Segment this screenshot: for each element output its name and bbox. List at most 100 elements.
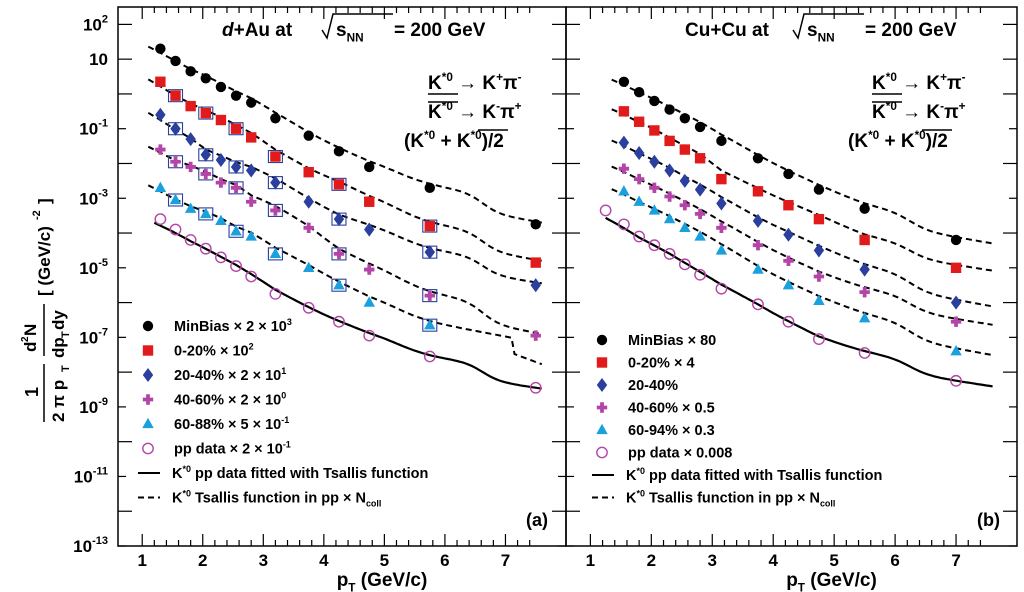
data-point <box>950 234 962 246</box>
data-point <box>813 184 825 195</box>
y-tick-label: 10-5 <box>79 257 108 278</box>
data-point <box>664 163 675 178</box>
data-point <box>618 76 630 87</box>
data-point <box>950 374 962 387</box>
data-point <box>230 90 242 101</box>
data-point <box>199 242 212 255</box>
panel-b: 1 2 3 4 5 6 7 pT​ (GeV/c) Cu+Cu at sNN​ = 200 GeV… <box>565 6 1018 592</box>
data-point <box>424 318 436 330</box>
data-point <box>694 121 706 133</box>
svg-text:K*0​ → K+​π-​: K*0​ → K+​π-​ <box>428 71 522 94</box>
data-point <box>200 107 211 119</box>
data-point <box>230 159 242 174</box>
data-point <box>618 135 630 150</box>
data-point <box>716 196 727 211</box>
data-point <box>170 90 181 101</box>
tsallis-ncoll-curve <box>611 78 993 245</box>
data-point <box>215 177 227 188</box>
decay-annotation: K*0​ → K+​π-​ K*0​ → K-​π+​ (K*0​ + K*0​)/… <box>404 71 522 152</box>
data-point <box>154 181 167 192</box>
data-point <box>813 333 825 345</box>
x-axis-title: pT​ (GeV/c) <box>337 570 428 592</box>
data-point <box>303 194 314 209</box>
tsallis-ncoll-curve <box>147 111 542 285</box>
data-point <box>859 262 870 277</box>
data-point <box>950 262 962 274</box>
svg-text:N: N <box>21 324 40 336</box>
data-point <box>270 151 281 162</box>
tsallis-ncoll-curve <box>611 165 993 326</box>
x-tick-label: 4 <box>319 551 329 570</box>
data-point <box>154 213 167 226</box>
data-point <box>333 248 345 260</box>
data-point <box>858 347 871 359</box>
x-tick-label: 1 <box>586 551 595 570</box>
legend-entry: 60-88% × 5 × 10-1​ <box>174 415 289 433</box>
y-tick-label: 10-11 <box>74 465 108 486</box>
x-tick-label: 4 <box>768 551 778 570</box>
tsallis-ncoll-curve <box>147 184 543 366</box>
data-point <box>678 258 691 271</box>
data-point <box>200 147 211 162</box>
data-point <box>716 173 727 185</box>
data-point <box>230 260 242 272</box>
svg-text:T: T <box>60 331 72 338</box>
data-point <box>752 186 764 197</box>
data-point <box>649 154 660 169</box>
data-point <box>715 282 728 295</box>
data-point <box>664 135 675 147</box>
data-point <box>649 125 660 136</box>
data-point <box>618 106 630 117</box>
legend-entry: 20-40% <box>628 378 678 394</box>
y-tick-label: 10-1 <box>79 118 108 139</box>
legend-entry: 0-20% × 102​ <box>174 341 254 359</box>
sqrt-s-label: sNN​ <box>336 20 364 44</box>
data-point <box>215 152 227 168</box>
data-point <box>185 66 196 77</box>
legend-entry: MinBias × 80 <box>628 333 716 349</box>
data-point <box>679 200 691 211</box>
svg-text:(K*0​ + K*0​)/2: (K*0​ + K*0​)/2 <box>848 129 948 152</box>
svg-text:(K*0​ + K*0​)/2: (K*0​ + K*0​)/2 <box>404 129 504 152</box>
data-point <box>783 255 794 267</box>
svg-text:dy: dy <box>49 310 68 330</box>
panel-title: Cu+Cu at <box>685 20 770 41</box>
data-point <box>170 156 181 167</box>
data-point <box>302 261 315 272</box>
legend-entry: 0-20% × 4 <box>628 356 695 372</box>
y-axis-title: 1 2 π p T d 2 N dp T dy [ (GeV/c) -2 ] <box>20 198 72 422</box>
y-tick-label: 10-9 <box>79 396 108 417</box>
data-point <box>649 95 660 107</box>
data-point <box>270 175 281 190</box>
tsallis-ncoll-curve <box>147 45 542 224</box>
plot-frame <box>565 6 1018 547</box>
x-tick-label: 3 <box>708 551 717 570</box>
panel-title: d+Au at <box>222 20 293 41</box>
data-point <box>424 290 435 301</box>
data-point <box>618 185 630 196</box>
data-point <box>694 208 706 220</box>
tsallis-fit-curve <box>605 216 993 388</box>
svg-text:K*0​ → K+​π-​: K*0​ → K+​π-​ <box>872 71 966 94</box>
data-point <box>858 311 871 323</box>
legend-marker <box>142 320 154 332</box>
data-point <box>716 135 727 147</box>
data-point <box>303 222 314 234</box>
data-point <box>783 200 794 211</box>
data-point <box>950 345 962 356</box>
data-point <box>215 214 227 226</box>
data-point <box>170 55 181 67</box>
legend-entry: MinBias × 2 × 103​ <box>174 317 292 335</box>
data-point <box>633 146 645 161</box>
decay-annotation: K*0​ → K+​π-​ K*0​ → K-​π+​ (K*0​ + K*0​)/… <box>848 71 966 152</box>
data-point <box>215 81 227 93</box>
data-point <box>184 234 197 246</box>
svg-text:2 π p: 2 π p <box>49 380 68 422</box>
energy-label: = 200 GeV <box>865 20 957 41</box>
data-point <box>155 76 166 87</box>
legend-entry: 60-94% × 0.3 <box>628 423 715 439</box>
x-tick-label: 6 <box>440 551 449 570</box>
data-point <box>155 43 166 54</box>
y-tick-labels: 102 10 10-1 10-3 10-5 10-7 10-9 10-11 10-13 <box>73 13 108 556</box>
legend-entry: pp data × 0.008 <box>628 446 732 462</box>
